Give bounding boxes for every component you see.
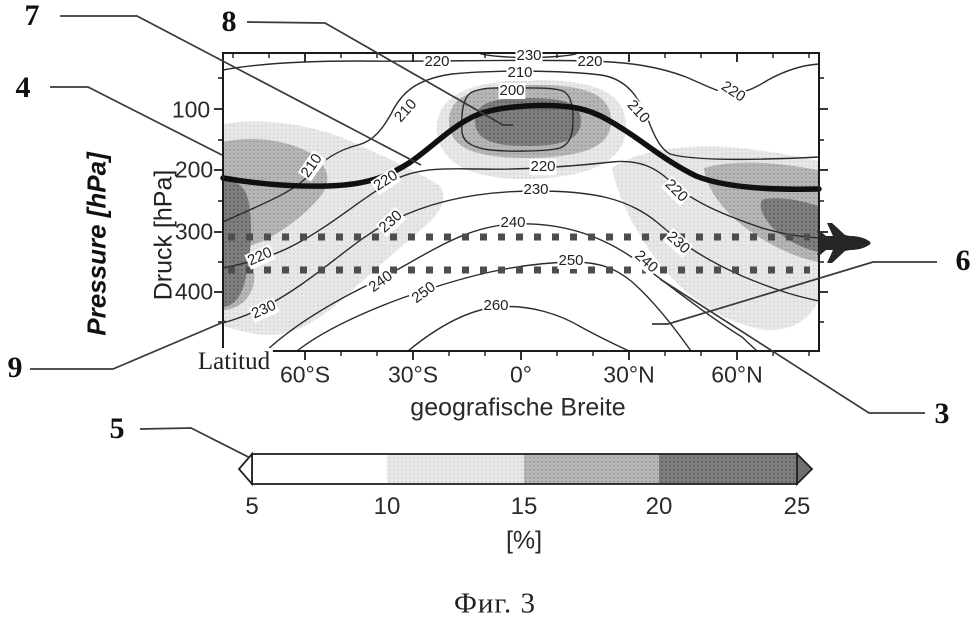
callout-8: 8 [221,5,237,38]
contour-label: 210 [506,64,534,81]
leader-line-5 [139,427,275,471]
colorbar-tick-25: 25 [783,493,811,520]
axis-ticks-major [214,53,828,360]
x-axis-title-english-remnant: Latitud [194,348,274,376]
contour-label: 260 [482,297,510,314]
callout-7: 7 [24,0,40,32]
contour-label: 220 [529,158,557,175]
dotted-flight-level-lines [228,233,810,274]
colorbar-tick-15: 15 [510,493,538,520]
contour-label: 220 [576,53,604,70]
x-tick-30n: 30°N [603,361,655,388]
contour-label: 220 [423,53,451,70]
y-tick-400: 400 [174,278,214,305]
leader-line-4 [50,86,223,156]
x-tick-60n: 60°N [711,361,763,388]
leader-line-3 [659,278,925,414]
contour-label: 250 [557,252,585,269]
x-axis-title: geografische Breite [410,393,626,422]
callout-5: 5 [109,412,125,445]
y-axis-title-german: Druck [hPa] [149,169,178,301]
y-tick-200: 200 [174,156,214,183]
colorbar-right-arrow [796,451,814,487]
leader-line-7 [60,15,422,166]
figure-caption: Фиг. 3 [453,587,537,620]
airplane-icon [817,223,871,263]
contour-label: 200 [498,82,526,99]
leader-line-8 [246,21,513,126]
colorbar-unit-label: [%] [505,526,543,555]
leader-line-6 [652,261,937,325]
leader-line-9 [30,320,227,370]
tropopause-line [220,102,822,192]
callout-4: 4 [15,71,31,104]
contour-260 [407,305,630,352]
colorbar-tick-20: 20 [645,493,673,520]
callout-6: 6 [955,244,971,277]
x-tick-60s: 60°S [279,361,331,388]
y-axis-title-english: Pressure [hPa] [81,152,112,336]
contour-label: 230 [522,181,550,198]
x-tick-0: 0° [510,361,532,388]
contour-label: 240 [499,214,527,231]
callout-9: 9 [7,351,23,384]
colorbar [237,451,814,487]
x-tick-30s: 30°S [387,361,439,388]
y-tick-100: 100 [171,96,211,123]
contour-250 [296,261,692,352]
contour-label: 230 [515,47,543,64]
colorbar-tick-10: 10 [373,493,401,520]
contour-220-upper [222,59,820,94]
colorbar-left-arrow [237,451,253,487]
callout-3: 3 [934,397,950,430]
colorbar-tick-5: 5 [245,493,259,520]
y-tick-300: 300 [174,218,214,245]
contour-200-closed [461,87,574,152]
